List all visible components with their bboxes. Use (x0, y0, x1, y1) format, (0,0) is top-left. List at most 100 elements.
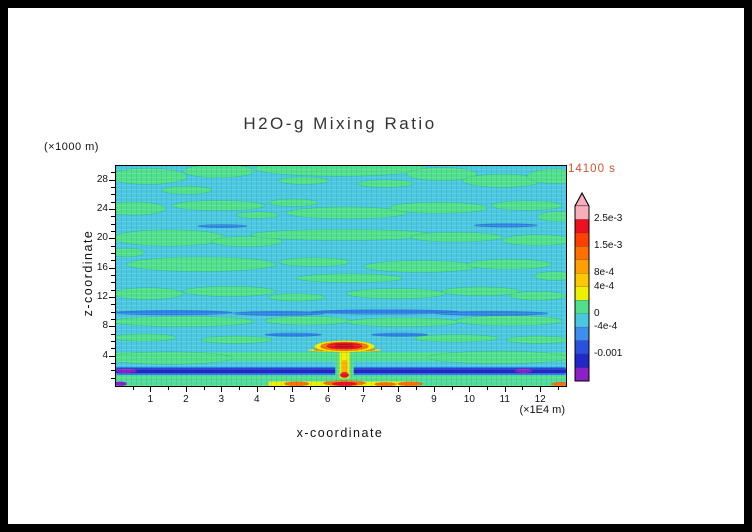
contour-blob (126, 256, 276, 272)
timestamp-label: 14100 s (568, 163, 616, 175)
contour-blob (374, 382, 397, 386)
x-tick-label: 7 (360, 394, 366, 405)
z-tick-label: 28 (96, 173, 108, 185)
x-tick (185, 387, 187, 392)
contour-blob (250, 229, 436, 241)
contour-blob (441, 286, 521, 297)
z-minor-tick (111, 275, 115, 276)
contour-blob (339, 371, 350, 379)
z-tick-label: 16 (96, 261, 108, 273)
colorbar (574, 192, 590, 382)
contour-blob (455, 315, 563, 327)
x-tick (292, 387, 294, 392)
contour-blob (409, 232, 503, 243)
x-minor-tick (239, 387, 241, 390)
z-tick (109, 297, 115, 298)
contour-blob (370, 332, 429, 337)
contour-blob (434, 310, 549, 316)
z-minor-tick (111, 231, 115, 232)
colorbar-arrow-top (574, 192, 590, 207)
x-tick-label: 6 (324, 394, 331, 405)
contour-blob (268, 198, 319, 207)
z-minor-tick (111, 253, 115, 254)
z-minor-tick (111, 187, 115, 188)
contour-blob (264, 332, 322, 337)
colorbar-band (574, 367, 590, 382)
x-minor-tick (487, 387, 489, 390)
contour-blob (116, 201, 166, 216)
contour-blob (268, 293, 326, 302)
contour-blob (526, 168, 566, 184)
z-axis-unit-label: (×1000 m) (44, 141, 99, 153)
contour-blob (183, 286, 276, 297)
colorbar-outline (574, 192, 590, 382)
colorbar-band (574, 246, 590, 261)
plot-title: H2O-g Mixing Ratio (243, 114, 437, 133)
z-minor-tick (111, 319, 115, 320)
x-tick (256, 387, 258, 392)
contour-blob (278, 176, 329, 185)
x-tick-label: 5 (289, 394, 295, 405)
x-minor-tick (380, 387, 382, 390)
x-axis-unit-label: (×1E4 m) (519, 404, 565, 416)
contour-blob (183, 166, 255, 178)
x-minor-tick (203, 387, 205, 390)
contour-blob (331, 381, 358, 386)
colorbar-label: -0.001 (594, 348, 623, 360)
z-minor-tick (111, 172, 115, 174)
z-tick-label: 8 (102, 320, 108, 332)
contour-blob (200, 335, 273, 344)
x-minor-tick (132, 387, 134, 390)
contour-blob (172, 200, 266, 211)
z-tick (109, 238, 115, 240)
colorbar-label: 2.5e-3 (594, 213, 623, 225)
contour-field (116, 166, 566, 386)
contour-blob (284, 381, 310, 386)
contour-blob (509, 291, 566, 301)
z-minor-tick (111, 304, 115, 306)
contour-blob (505, 335, 566, 344)
colorbar-band (574, 205, 590, 220)
colorbar-band (574, 286, 590, 301)
contour-blob (116, 287, 184, 300)
x-tick (363, 387, 365, 392)
contour-blob (116, 381, 127, 386)
colorbar-band (574, 340, 590, 355)
z-tick (109, 267, 115, 269)
contour-blob (334, 343, 355, 348)
contour-blob (537, 211, 566, 222)
x-tick-label: 8 (395, 394, 402, 405)
z-tick (109, 179, 115, 181)
colorbar-label: -4e-4 (594, 321, 618, 333)
colorbar-label: 8e-4 (594, 267, 615, 279)
colorbar-band (574, 313, 590, 328)
z-minor-tick (111, 377, 115, 379)
page: H2O-g Mixing Ratio (×1000 m) 14100 s z-c… (8, 8, 744, 524)
contour-plot-area (115, 165, 567, 387)
contour-blob (116, 247, 145, 258)
z-minor-tick (111, 363, 115, 364)
colorbar-band (574, 353, 590, 368)
z-minor-tick (111, 370, 115, 372)
x-tick-label: 10 (463, 394, 475, 405)
colorbar-band (574, 259, 590, 274)
x-minor-tick (309, 387, 311, 390)
contour-blob (363, 260, 478, 273)
contour-blob (116, 316, 255, 327)
contour-blob (346, 317, 460, 327)
x-tick-label: 9 (431, 394, 437, 405)
x-tick (504, 387, 506, 392)
contour-blob (161, 185, 212, 195)
contour-blob (346, 288, 446, 299)
z-tick-label: 20 (96, 232, 108, 244)
contour-blob (356, 179, 414, 188)
x-tick (327, 387, 329, 392)
x-minor-tick (451, 387, 453, 390)
z-tick-label: 24 (96, 203, 108, 214)
contour-blob (278, 257, 351, 267)
contour-blob (253, 166, 425, 177)
contour-blob (427, 350, 566, 364)
z-minor-tick (111, 201, 115, 203)
z-tick (109, 326, 115, 328)
